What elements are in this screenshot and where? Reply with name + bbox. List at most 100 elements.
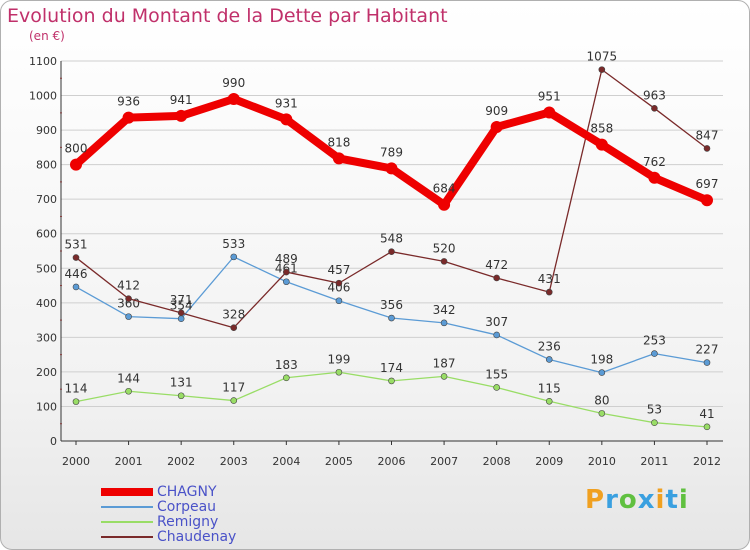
data-point-chagny [122, 111, 135, 124]
data-point-remigny [651, 419, 658, 426]
data-label-chaudenay: 472 [485, 258, 508, 272]
y-tick-label: 400 [36, 297, 57, 310]
data-point-chagny [385, 162, 398, 175]
legend: CHAGNY Corpeau Remigny Chaudenay [101, 485, 321, 545]
data-label-corpeau: 356 [380, 298, 403, 312]
data-label-chaudenay: 1075 [587, 50, 618, 64]
data-label-remigny: 155 [485, 367, 508, 381]
data-label-chagny: 858 [590, 122, 613, 136]
data-label-corpeau: 253 [643, 334, 666, 348]
data-point-chagny [648, 171, 661, 184]
data-label-chaudenay: 489 [275, 252, 298, 266]
data-point-chagny [543, 106, 556, 119]
data-point-chaudenay [335, 279, 343, 287]
data-label-remigny: 183 [275, 358, 298, 372]
data-point-remigny [703, 423, 711, 431]
y-tick-label: 800 [36, 159, 57, 172]
data-label-chaudenay: 457 [327, 263, 350, 277]
x-tick-label: 2002 [167, 455, 195, 468]
data-point-chagny [175, 109, 188, 122]
data-label-chagny: 800 [65, 142, 88, 156]
y-tick-label: 300 [36, 331, 57, 344]
logo-letter: x [637, 485, 656, 515]
data-point-chagny [701, 194, 713, 207]
y-tick-label: 900 [36, 124, 57, 137]
data-point-chagny [438, 198, 451, 211]
data-label-remigny: 80 [594, 393, 609, 407]
data-point-chaudenay [388, 248, 395, 255]
data-point-chaudenay [703, 145, 711, 152]
data-label-remigny: 41 [699, 407, 714, 421]
data-label-corpeau: 342 [433, 303, 456, 317]
x-tick-label: 2011 [640, 455, 668, 468]
data-label-chaudenay: 520 [433, 241, 456, 255]
data-point-corpeau [230, 253, 238, 261]
y-tick-label: 1100 [29, 55, 57, 68]
data-label-chagny: 936 [117, 95, 140, 109]
data-point-chaudenay [230, 324, 238, 331]
legend-label-chagny: CHAGNY [157, 484, 217, 500]
data-point-chaudenay [493, 274, 500, 282]
data-point-remigny [335, 368, 343, 376]
data-point-chagny [70, 158, 82, 171]
y-tick-label: 100 [36, 400, 57, 413]
legend-item-chaudenay: Chaudenay [101, 530, 321, 545]
data-label-remigny: 115 [538, 381, 561, 395]
y-tick-label: 0 [50, 435, 57, 448]
logo-letter: P [585, 485, 606, 515]
proxiti-logo: Proxiti [585, 485, 689, 515]
legend-item-remigny: Remigny [101, 515, 321, 530]
data-label-chaudenay: 431 [538, 272, 561, 286]
x-tick-label: 2010 [588, 455, 616, 468]
data-point-chaudenay [545, 288, 553, 296]
logo-letter: t [665, 485, 679, 515]
data-point-chaudenay [651, 105, 658, 112]
y-tick-label: 500 [36, 262, 57, 275]
data-label-chaudenay: 963 [643, 88, 666, 102]
data-label-corpeau: 236 [538, 339, 561, 353]
y-tick-label: 600 [36, 228, 57, 241]
data-point-corpeau [598, 369, 606, 376]
legend-label-remigny: Remigny [157, 514, 219, 530]
x-tick-label: 2004 [272, 455, 300, 468]
data-label-remigny: 187 [433, 356, 456, 370]
data-point-corpeau [703, 359, 711, 366]
data-label-remigny: 114 [65, 382, 88, 396]
data-point-chaudenay [440, 258, 448, 265]
data-point-corpeau [283, 278, 290, 286]
data-label-chaudenay: 847 [696, 128, 719, 142]
data-point-remigny [545, 397, 553, 405]
data-label-chaudenay: 412 [117, 279, 140, 293]
logo-letter: r [605, 485, 619, 515]
data-point-remigny [388, 377, 395, 385]
data-point-remigny [440, 373, 448, 380]
chart-title: Evolution du Montant de la Dette par Hab… [7, 5, 448, 27]
legend-label-chaudenay: Chaudenay [157, 529, 237, 545]
data-point-corpeau [335, 297, 343, 305]
data-point-chaudenay [125, 295, 132, 302]
x-tick-label: 2003 [220, 455, 248, 468]
data-point-chagny [280, 113, 293, 126]
data-point-corpeau [72, 283, 80, 291]
data-point-chagny [227, 93, 240, 105]
x-tick-label: 2012 [693, 455, 721, 468]
data-point-corpeau [493, 331, 500, 339]
logo-letter: i [655, 485, 666, 515]
data-point-chagny [595, 138, 608, 151]
data-point-remigny [493, 384, 500, 391]
data-label-remigny: 174 [380, 361, 403, 375]
logo-letter: o [618, 485, 638, 515]
legend-swatch-corpeau [101, 506, 153, 508]
data-label-remigny: 117 [222, 381, 245, 395]
data-label-chagny: 818 [327, 135, 350, 149]
data-label-corpeau: 446 [65, 267, 88, 281]
data-point-corpeau [177, 315, 185, 323]
data-point-corpeau [388, 314, 395, 322]
data-label-chagny: 941 [170, 93, 193, 107]
legend-item-corpeau: Corpeau [101, 500, 321, 515]
data-point-remigny [283, 374, 290, 382]
data-point-corpeau [651, 350, 658, 357]
data-label-corpeau: 307 [485, 315, 508, 329]
x-tick-label: 2006 [378, 455, 406, 468]
